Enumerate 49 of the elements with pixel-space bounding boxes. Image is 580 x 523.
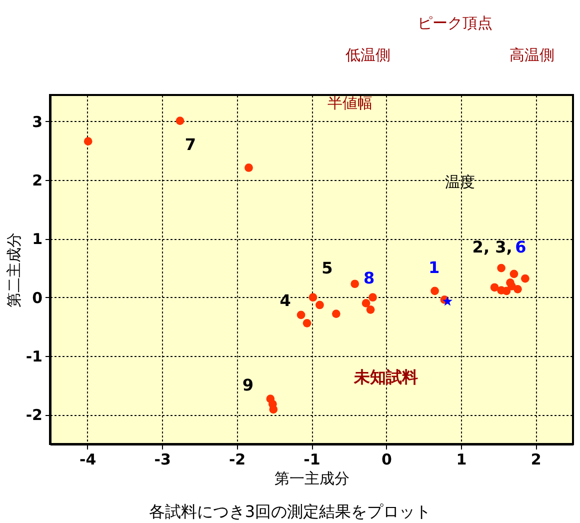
- point: [442, 296, 452, 306]
- point: [332, 310, 340, 318]
- x-tick-label: -1: [304, 450, 320, 468]
- point: [510, 270, 518, 278]
- y-tick-label: 0: [32, 288, 42, 307]
- y-tick-label: -2: [26, 406, 42, 424]
- point: [430, 286, 439, 296]
- point: [244, 164, 253, 172]
- y-tick-label: 3: [32, 112, 42, 131]
- point: [308, 293, 318, 302]
- point: [296, 310, 306, 320]
- point: [514, 284, 522, 294]
- annotation: 7: [184, 134, 196, 154]
- point: [362, 299, 370, 308]
- point: [84, 137, 92, 146]
- text: 低温側: [346, 46, 390, 64]
- point: [176, 116, 184, 125]
- annotation: 半値幅: [328, 94, 372, 112]
- annotation: 8: [363, 268, 375, 288]
- point: [502, 286, 511, 296]
- point: [368, 293, 377, 302]
- annotation: 9: [242, 375, 254, 394]
- annotation: 5: [322, 258, 333, 278]
- point: [302, 318, 312, 328]
- y-axis-title: 第二主成分: [4, 232, 23, 308]
- x-tick-label: -2: [228, 450, 246, 468]
- point: [350, 280, 360, 288]
- annotation: 未知試料: [353, 368, 418, 387]
- y-tick-label: 2: [32, 172, 42, 190]
- x-tick-label: -3: [154, 450, 171, 468]
- x-tick-label: 1: [456, 450, 467, 468]
- text: ピーク頂点: [418, 14, 492, 32]
- y-tick-label: -1: [26, 348, 42, 366]
- x-axis-title: 第一主成分: [274, 470, 350, 488]
- point: [366, 306, 375, 314]
- point: [521, 274, 530, 283]
- point: [497, 264, 506, 272]
- annotation: 2, 3,: [472, 238, 512, 257]
- annotation: 6: [515, 238, 526, 257]
- annotation: 1: [428, 258, 440, 278]
- text: 高温側: [510, 46, 554, 64]
- point: [269, 405, 278, 414]
- point: [490, 283, 499, 292]
- y-tick-label: 1: [32, 230, 42, 248]
- point: [316, 300, 324, 310]
- x-tick-label: 0: [381, 450, 392, 468]
- text: 各試料につき3回の測定結果をプロット: [148, 502, 432, 521]
- x-tick-label: 2: [530, 450, 542, 468]
- x-tick-label: -4: [80, 450, 96, 468]
